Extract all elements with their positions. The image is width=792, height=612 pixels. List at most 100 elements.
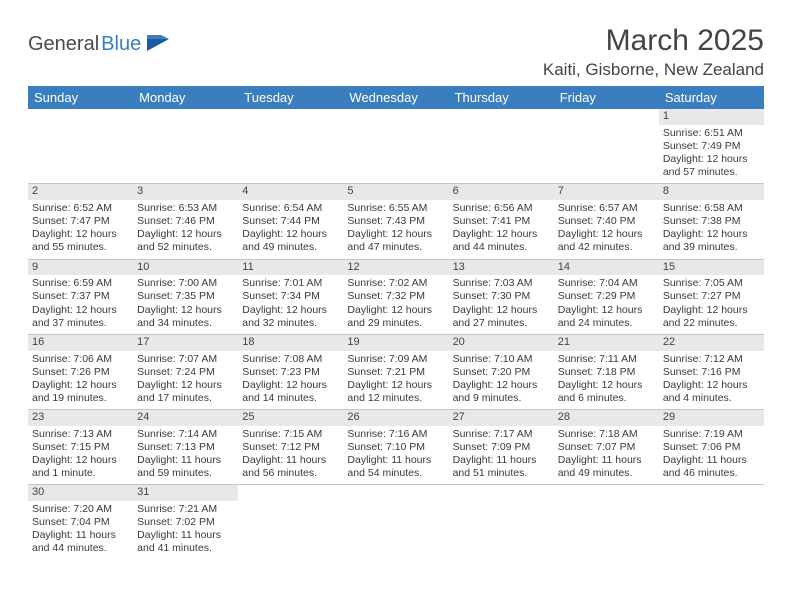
week-row: 9Sunrise: 6:59 AMSunset: 7:37 PMDaylight… [28, 260, 764, 335]
day-line: Daylight: 12 hours [347, 379, 444, 392]
day-details: Sunrise: 6:51 AMSunset: 7:49 PMDaylight:… [663, 127, 760, 180]
day-cell: 16Sunrise: 7:06 AMSunset: 7:26 PMDayligh… [28, 335, 133, 409]
day-cell-empty [554, 485, 659, 559]
day-line: Sunrise: 7:01 AM [242, 277, 339, 290]
day-line: Daylight: 11 hours [137, 529, 234, 542]
day-line: Daylight: 12 hours [663, 379, 760, 392]
day-cell: 27Sunrise: 7:17 AMSunset: 7:09 PMDayligh… [449, 410, 554, 484]
dow-row: SundayMondayTuesdayWednesdayThursdayFrid… [28, 86, 764, 109]
day-details: Sunrise: 6:54 AMSunset: 7:44 PMDaylight:… [242, 202, 339, 255]
day-number: 15 [659, 260, 764, 276]
day-line: and 55 minutes. [32, 241, 129, 254]
day-cell-empty [343, 109, 448, 183]
day-line: Sunset: 7:24 PM [137, 366, 234, 379]
day-line: and 57 minutes. [663, 166, 760, 179]
day-line: Sunrise: 6:53 AM [137, 202, 234, 215]
day-line: Sunset: 7:23 PM [242, 366, 339, 379]
day-cell: 24Sunrise: 7:14 AMSunset: 7:13 PMDayligh… [133, 410, 238, 484]
day-number: 29 [659, 410, 764, 426]
day-number: 19 [343, 335, 448, 351]
day-line: Daylight: 12 hours [453, 228, 550, 241]
day-line: Sunset: 7:27 PM [663, 290, 760, 303]
day-line: Sunrise: 7:02 AM [347, 277, 444, 290]
day-line: and 56 minutes. [242, 467, 339, 480]
day-cell: 14Sunrise: 7:04 AMSunset: 7:29 PMDayligh… [554, 260, 659, 334]
day-line: Daylight: 12 hours [558, 228, 655, 241]
day-line: and 59 minutes. [137, 467, 234, 480]
day-line: and 22 minutes. [663, 317, 760, 330]
day-cell-empty [449, 109, 554, 183]
day-line: Sunset: 7:20 PM [453, 366, 550, 379]
day-cell: 7 Sunrise: 6:57 AMSunset: 7:40 PMDaylight… [554, 184, 659, 258]
day-details: Sunrise: 7:13 AMSunset: 7:15 PMDaylight:… [32, 428, 129, 481]
day-cell-empty [659, 485, 764, 559]
day-line: Sunset: 7:09 PM [453, 441, 550, 454]
day-line: Sunset: 7:15 PM [32, 441, 129, 454]
day-details: Sunrise: 7:06 AMSunset: 7:26 PMDaylight:… [32, 353, 129, 406]
day-line: and 12 minutes. [347, 392, 444, 405]
day-line: and 17 minutes. [137, 392, 234, 405]
day-details: Sunrise: 7:07 AMSunset: 7:24 PMDaylight:… [137, 353, 234, 406]
day-line: and 24 minutes. [558, 317, 655, 330]
day-cell-empty [554, 109, 659, 183]
day-line: Daylight: 12 hours [137, 228, 234, 241]
day-line: and 1 minute. [32, 467, 129, 480]
day-details: Sunrise: 6:57 AMSunset: 7:40 PMDaylight:… [558, 202, 655, 255]
day-line: Sunrise: 6:59 AM [32, 277, 129, 290]
day-line: Daylight: 12 hours [663, 153, 760, 166]
day-line: Sunset: 7:12 PM [242, 441, 339, 454]
day-details: Sunrise: 7:09 AMSunset: 7:21 PMDaylight:… [347, 353, 444, 406]
day-number: 28 [554, 410, 659, 426]
day-line: Daylight: 12 hours [663, 304, 760, 317]
day-details: Sunrise: 7:04 AMSunset: 7:29 PMDaylight:… [558, 277, 655, 330]
day-line: Sunrise: 7:10 AM [453, 353, 550, 366]
day-line: Sunrise: 7:17 AM [453, 428, 550, 441]
day-line: and 44 minutes. [453, 241, 550, 254]
day-line: and 32 minutes. [242, 317, 339, 330]
title-block: March 2025 Kaiti, Gisborne, New Zealand [543, 24, 764, 80]
header: GeneralBlue March 2025 Kaiti, Gisborne, … [28, 24, 764, 80]
week-row: 30Sunrise: 7:20 AMSunset: 7:04 PMDayligh… [28, 485, 764, 559]
day-line: and 27 minutes. [453, 317, 550, 330]
day-cell: 11Sunrise: 7:01 AMSunset: 7:34 PMDayligh… [238, 260, 343, 334]
location: Kaiti, Gisborne, New Zealand [543, 60, 764, 80]
day-line: and 9 minutes. [453, 392, 550, 405]
day-line: Sunset: 7:07 PM [558, 441, 655, 454]
day-line: Sunrise: 7:06 AM [32, 353, 129, 366]
day-line: Sunset: 7:41 PM [453, 215, 550, 228]
day-line: Daylight: 12 hours [32, 304, 129, 317]
day-number: 11 [238, 260, 343, 276]
day-line: Sunrise: 6:56 AM [453, 202, 550, 215]
day-line: and 51 minutes. [453, 467, 550, 480]
day-cell: 8Sunrise: 6:58 AMSunset: 7:38 PMDaylight… [659, 184, 764, 258]
day-line: Sunset: 7:40 PM [558, 215, 655, 228]
week-row: 16Sunrise: 7:06 AMSunset: 7:26 PMDayligh… [28, 335, 764, 410]
day-details: Sunrise: 7:10 AMSunset: 7:20 PMDaylight:… [453, 353, 550, 406]
day-line: Sunrise: 7:05 AM [663, 277, 760, 290]
month-title: March 2025 [543, 24, 764, 58]
day-cell: 25Sunrise: 7:15 AMSunset: 7:12 PMDayligh… [238, 410, 343, 484]
day-line: Sunrise: 7:07 AM [137, 353, 234, 366]
day-line: and 6 minutes. [558, 392, 655, 405]
day-line: Sunset: 7:26 PM [32, 366, 129, 379]
day-line: Sunrise: 7:15 AM [242, 428, 339, 441]
day-details: Sunrise: 7:02 AMSunset: 7:32 PMDaylight:… [347, 277, 444, 330]
day-number: 7 [554, 184, 659, 200]
day-details: Sunrise: 7:18 AMSunset: 7:07 PMDaylight:… [558, 428, 655, 481]
logo-text-general: General [28, 33, 99, 56]
dow-cell: Tuesday [238, 86, 343, 109]
day-number: 1 [659, 109, 764, 125]
dow-cell: Thursday [449, 86, 554, 109]
day-line: Sunset: 7:35 PM [137, 290, 234, 303]
day-cell: 5Sunrise: 6:55 AMSunset: 7:43 PMDaylight… [343, 184, 448, 258]
day-cell: 31Sunrise: 7:21 AMSunset: 7:02 PMDayligh… [133, 485, 238, 559]
day-line: Sunrise: 7:16 AM [347, 428, 444, 441]
day-line: Daylight: 12 hours [558, 379, 655, 392]
day-line: Sunrise: 7:21 AM [137, 503, 234, 516]
day-line: Sunset: 7:29 PM [558, 290, 655, 303]
day-line: Daylight: 12 hours [453, 304, 550, 317]
day-number: 10 [133, 260, 238, 276]
day-line: Sunrise: 6:58 AM [663, 202, 760, 215]
day-details: Sunrise: 6:52 AMSunset: 7:47 PMDaylight:… [32, 202, 129, 255]
day-line: and 52 minutes. [137, 241, 234, 254]
